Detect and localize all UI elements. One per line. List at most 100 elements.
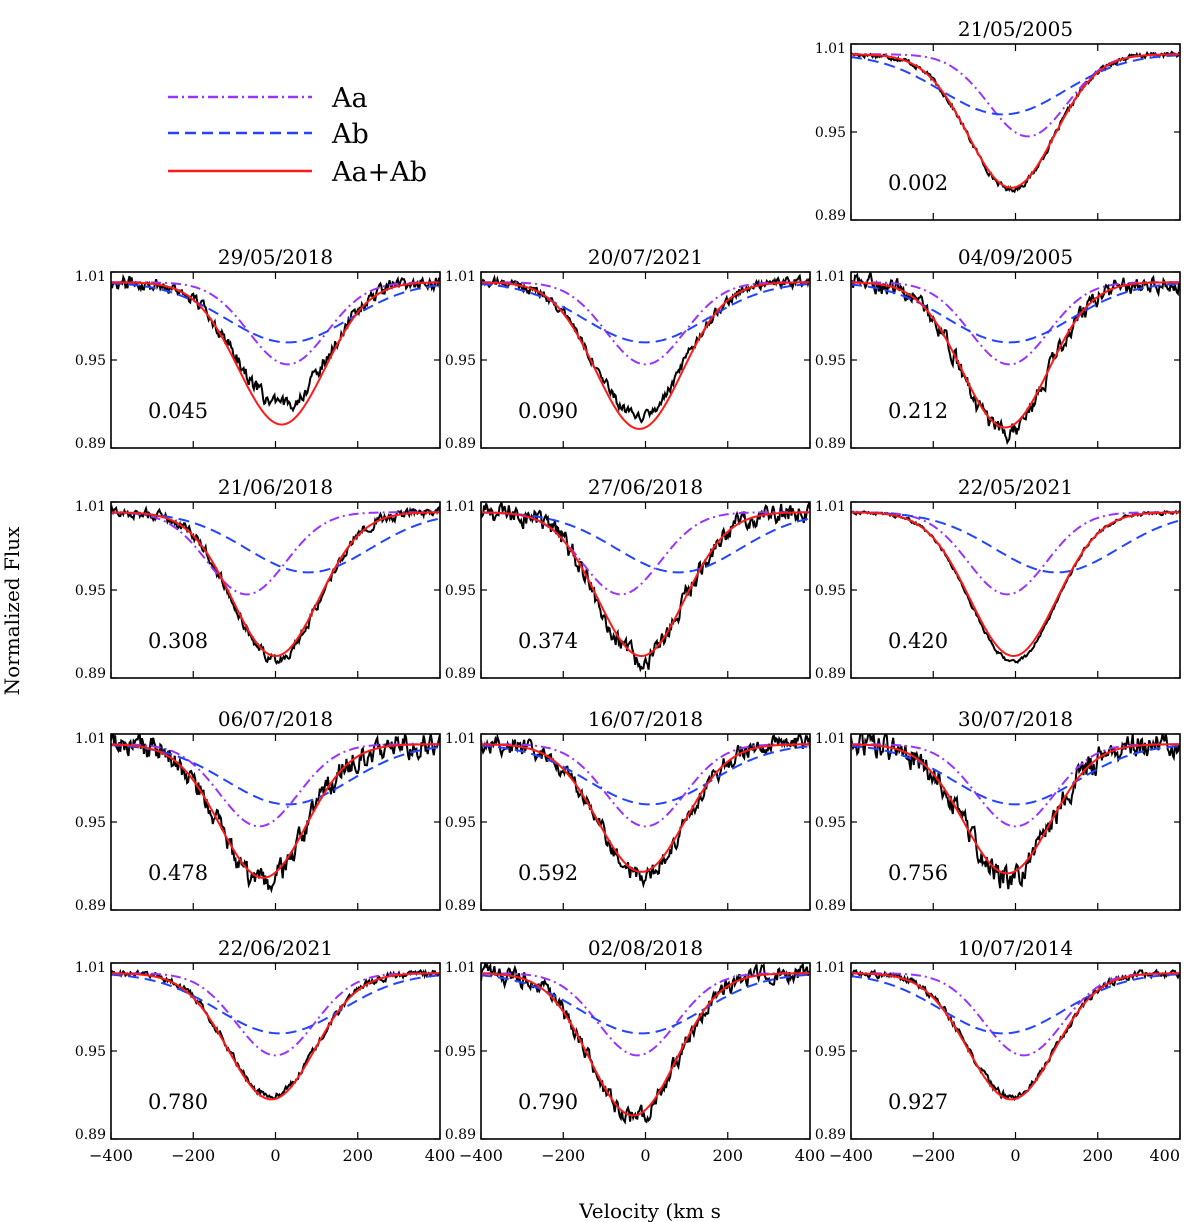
- phase-label: 0.212: [888, 399, 948, 423]
- x-tick-label: −200: [541, 1146, 585, 1165]
- combined-profile: [111, 281, 440, 426]
- y-tick-label: 1.01: [445, 269, 476, 285]
- panel-plot-area: [111, 504, 440, 665]
- phase-label: 0.780: [148, 1090, 208, 1114]
- y-tick-label: 0.89: [445, 898, 476, 914]
- ab-profile: [111, 282, 440, 344]
- ab-profile: [111, 744, 440, 806]
- phase-label: 0.592: [518, 861, 578, 885]
- y-tick-label: 0.95: [445, 583, 476, 599]
- combined-profile: [851, 53, 1180, 189]
- x-tick-label: 0: [640, 1146, 650, 1165]
- y-tick-label: 1.01: [815, 41, 846, 57]
- y-tick-label: 0.89: [75, 898, 106, 914]
- combined-profile: [851, 972, 1180, 1101]
- panel-title: 21/05/2005: [958, 17, 1073, 41]
- legend: Aa Ab Aa+Ab: [168, 83, 427, 188]
- panel-10: 30/07/2018 0.756 1.01 0.95 0.89: [815, 707, 1181, 914]
- y-tick-label: 1.01: [445, 499, 476, 515]
- aa-profile: [111, 281, 440, 366]
- panel-title: 10/07/2014: [958, 936, 1073, 960]
- panel-grid: 21/05/2005 0.002 1.01 0.95 0.89 29/05/2018 0.0…: [75, 17, 1181, 1165]
- phase-label: 0.790: [518, 1090, 578, 1114]
- y-tick-label: 1.01: [75, 269, 106, 285]
- phase-label: 0.478: [148, 861, 208, 885]
- y-tick-label: 0.95: [815, 353, 846, 369]
- panel-title: 20/07/2021: [588, 245, 703, 269]
- combined-profile: [111, 511, 440, 658]
- combined-profile: [481, 972, 810, 1117]
- y-tick-label: 0.89: [815, 898, 846, 914]
- ab-profile: [111, 511, 440, 574]
- legend-label-aa: Aa: [331, 83, 368, 114]
- aa-profile: [851, 972, 1180, 1057]
- panel-plot-area: [481, 502, 810, 673]
- panel-title: 22/06/2021: [218, 936, 333, 960]
- x-tick-label: 200: [342, 1146, 373, 1165]
- panel-title: 04/09/2005: [958, 245, 1073, 269]
- y-tick-label: 0.89: [75, 1127, 106, 1143]
- panel-13: 10/07/2014 0.927 1.01 0.95 0.89 −400 −200 0 200 4…: [815, 936, 1181, 1165]
- x-tick-label: −200: [911, 1146, 955, 1165]
- ab-profile: [481, 973, 810, 1035]
- panel-plot-area: [851, 509, 1180, 664]
- panel-4: 04/09/2005 0.212 1.01 0.95 0.89: [815, 245, 1181, 452]
- y-tick-label: 1.01: [75, 960, 106, 976]
- x-tick-label: 200: [1082, 1146, 1113, 1165]
- aa-profile: [851, 511, 1180, 596]
- aa-profile: [481, 972, 810, 1057]
- x-tick-label: 0: [270, 1146, 280, 1165]
- y-tick-label: 0.89: [75, 436, 106, 452]
- y-tick-label: 0.89: [815, 436, 846, 452]
- y-tick-label: 1.01: [445, 960, 476, 976]
- x-tick-label: −400: [459, 1146, 503, 1165]
- aa-profile: [481, 743, 810, 828]
- ab-profile: [851, 282, 1180, 344]
- panel-title: 16/07/2018: [588, 707, 703, 731]
- panel-title: 29/05/2018: [218, 245, 333, 269]
- panel-plot-area: [851, 734, 1180, 890]
- y-tick-label: 0.95: [445, 1044, 476, 1060]
- y-tick-label: 0.95: [445, 815, 476, 831]
- x-tick-label: 400: [425, 1146, 456, 1165]
- x-tick-label: 0: [1010, 1146, 1020, 1165]
- panel-plot-area: [111, 968, 440, 1101]
- x-tick-label: 400: [1149, 1146, 1180, 1165]
- panel-12: 02/08/2018 0.790 1.01 0.95 0.89 −400 −200 0 200 4…: [445, 936, 825, 1165]
- y-tick-label: 0.95: [815, 1044, 846, 1060]
- x-axis-label: Velocity (km s: [578, 1199, 721, 1222]
- y-tick-label: 0.95: [75, 815, 106, 831]
- panel-title: 02/08/2018: [588, 936, 703, 960]
- y-tick-label: 0.89: [445, 1127, 476, 1143]
- aa-profile: [111, 743, 440, 828]
- y-tick-label: 0.89: [75, 666, 106, 682]
- panel-title: 06/07/2018: [218, 707, 333, 731]
- panel-plot-area: [481, 273, 810, 430]
- aa-profile: [851, 53, 1180, 138]
- combined-profile: [481, 743, 810, 873]
- combined-profile: [851, 743, 1180, 875]
- phase-label: 0.308: [148, 629, 208, 653]
- phase-label: 0.090: [518, 399, 578, 423]
- panel-plot-area: [111, 734, 440, 894]
- panel-title: 21/06/2018: [218, 475, 333, 499]
- y-tick-label: 0.89: [815, 666, 846, 682]
- phase-label: 0.756: [888, 861, 948, 885]
- observed-spectrum: [111, 273, 440, 413]
- panel-8: 06/07/2018 0.478 1.01 0.95 0.89: [75, 707, 441, 914]
- ab-profile: [851, 511, 1180, 574]
- y-tick-label: 1.01: [815, 269, 846, 285]
- observed-spectrum: [111, 968, 440, 1100]
- y-tick-label: 0.95: [75, 1044, 106, 1060]
- observed-spectrum: [481, 734, 810, 889]
- combined-profile: [111, 972, 440, 1101]
- y-tick-label: 1.01: [815, 731, 846, 747]
- panel-plot-area: [851, 272, 1180, 446]
- y-tick-label: 1.01: [75, 499, 106, 515]
- phase-label: 0.420: [888, 629, 948, 653]
- panel-title: 30/07/2018: [958, 707, 1073, 731]
- phase-label: 0.374: [518, 629, 578, 653]
- aa-profile: [111, 972, 440, 1057]
- observed-spectrum: [851, 50, 1180, 194]
